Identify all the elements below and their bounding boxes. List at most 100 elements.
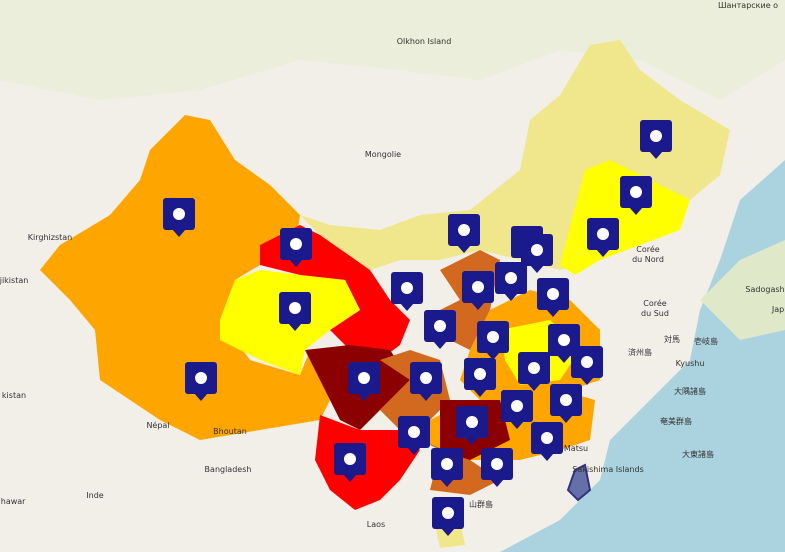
marker[interactable] — [163, 198, 195, 237]
marker-tip — [540, 453, 554, 461]
marker-dot — [528, 362, 540, 374]
marker-tip — [649, 151, 663, 159]
map-label: Kirghizstan — [28, 233, 72, 242]
marker-tip — [629, 207, 643, 215]
marker-tip — [407, 447, 421, 455]
marker[interactable] — [481, 448, 513, 487]
marker[interactable] — [587, 218, 619, 257]
marker-dot — [466, 416, 478, 428]
marker[interactable] — [398, 416, 430, 455]
marker[interactable] — [410, 362, 442, 401]
map-label: Jap — [771, 305, 784, 314]
marker-tip — [504, 293, 518, 301]
taiwan — [566, 463, 592, 502]
marker-tip — [546, 309, 560, 317]
marker[interactable] — [640, 120, 672, 159]
marker-tip — [400, 303, 414, 311]
marker[interactable] — [620, 176, 652, 215]
marker-tip — [557, 355, 571, 363]
marker[interactable] — [537, 278, 569, 317]
marker[interactable] — [448, 214, 480, 253]
marker[interactable] — [280, 228, 312, 267]
sea — [500, 160, 785, 552]
korea — [600, 250, 690, 340]
map-label: du Nord — [632, 255, 664, 264]
marker[interactable] — [501, 390, 533, 429]
marker-tip — [441, 528, 455, 536]
marker-tip — [440, 479, 454, 487]
marker-tip — [194, 393, 208, 401]
marker[interactable] — [521, 234, 553, 273]
marker-tip — [530, 265, 544, 273]
map-label: jikistan — [0, 276, 28, 285]
marker[interactable] — [495, 262, 527, 301]
marker[interactable] — [334, 443, 366, 482]
marker-dot — [541, 432, 553, 444]
marker-dot — [511, 400, 523, 412]
province — [315, 415, 420, 510]
marker[interactable] — [391, 272, 423, 311]
marker-tip — [559, 415, 573, 423]
marker-tip — [289, 259, 303, 267]
marker-dot — [290, 238, 302, 250]
marker-dot — [358, 372, 370, 384]
marker-dot — [650, 130, 662, 142]
marker-dot — [531, 244, 543, 256]
map-label: Bangladesh — [205, 465, 252, 474]
map-label: Inde — [86, 491, 104, 500]
map-label: Sakishima Islands — [572, 465, 644, 474]
marker[interactable] — [531, 422, 563, 461]
marker-dot — [505, 272, 517, 284]
marker-dot — [630, 186, 642, 198]
marker[interactable] — [571, 346, 603, 385]
marker-tip — [419, 393, 433, 401]
marker-dot — [472, 281, 484, 293]
marker-tip — [596, 249, 610, 257]
marker-tip — [465, 437, 479, 445]
map-label: 壱岐島 — [694, 336, 718, 346]
map-label: 済州島 — [628, 347, 652, 357]
marker[interactable] — [550, 384, 582, 423]
marker[interactable] — [462, 271, 494, 310]
map-label: 奄美群島 — [660, 416, 692, 426]
map-label: Matsu — [564, 444, 588, 453]
map-label: Olkhon Island — [397, 37, 452, 46]
marker[interactable] — [348, 362, 380, 401]
japan — [700, 240, 785, 340]
map-label: Mongolie — [365, 150, 401, 159]
marker[interactable] — [279, 292, 311, 331]
marker-tip — [490, 479, 504, 487]
marker[interactable] — [477, 321, 509, 360]
marker-tip — [433, 341, 447, 349]
map-label: Népal — [146, 420, 169, 430]
map-label: 対馬 — [664, 334, 680, 344]
marker-tip — [510, 421, 524, 429]
marker-dot — [474, 368, 486, 380]
marker-tip — [471, 302, 485, 310]
map-label: ihawar — [0, 497, 26, 506]
marker-tip — [172, 229, 186, 237]
map-label: du Sud — [641, 309, 669, 318]
province — [40, 115, 330, 440]
marker-dot — [420, 372, 432, 384]
marker-dot — [434, 320, 446, 332]
marker[interactable] — [432, 497, 464, 536]
map-label: 大隅諸島 — [674, 386, 706, 396]
marker[interactable] — [456, 406, 488, 445]
marker-dot — [558, 334, 570, 346]
map-label: Kyushu — [676, 359, 705, 368]
marker-dot — [408, 426, 420, 438]
marker-dot — [581, 356, 593, 368]
marker[interactable] — [464, 358, 496, 397]
marker[interactable] — [424, 310, 456, 349]
marker[interactable] — [518, 352, 550, 391]
marker[interactable] — [185, 362, 217, 401]
marker-dot — [597, 228, 609, 240]
marker-tip — [457, 245, 471, 253]
map-label: 山群島 — [469, 499, 493, 509]
marker-dot — [289, 302, 301, 314]
marker[interactable] — [431, 448, 463, 487]
marker-dot — [491, 458, 503, 470]
marker-tip — [288, 323, 302, 331]
